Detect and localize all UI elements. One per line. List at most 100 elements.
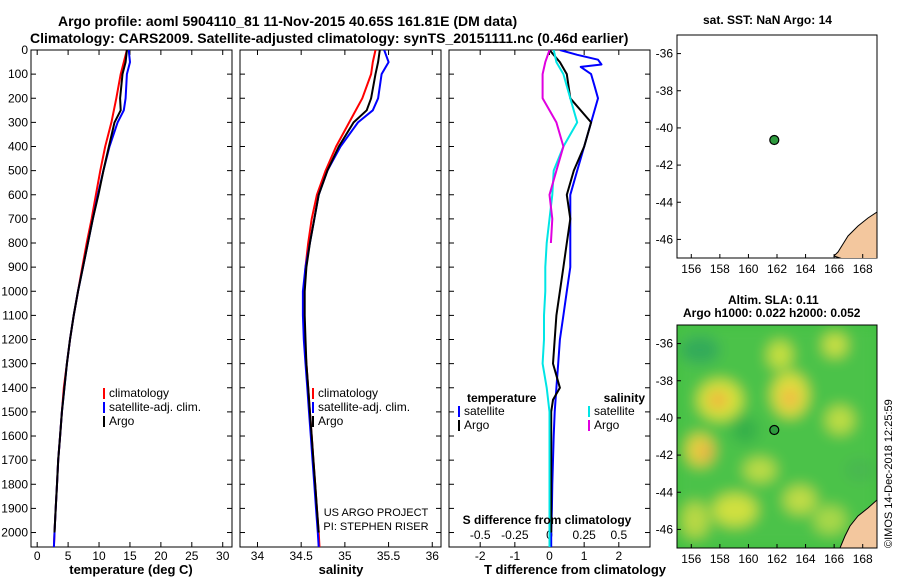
ytick-label-depth: 1700 (1, 453, 28, 467)
ytick-label-depth: 200 (8, 91, 28, 105)
legend-label-temperature-2: Argo (109, 414, 135, 428)
ytick-label-depth: 1300 (1, 357, 28, 371)
ytick-label-depth: 1200 (1, 333, 28, 347)
xtick-label-differences: 2 (615, 549, 622, 563)
title-line-1: Argo profile: aoml 5904110_81 11-Nov-201… (58, 13, 518, 29)
xtick-label-differences: -2 (475, 549, 486, 563)
map-xtick-label-sla_map: 158 (710, 552, 730, 566)
xtick-label-differences: 0 (546, 549, 553, 563)
legend-title-temperature: temperature (467, 391, 537, 405)
map-xtick-label-sst_map: 156 (681, 262, 701, 276)
map-xtick-label-sst_map: 162 (767, 262, 787, 276)
xtick-label-s-difference: 0.25 (572, 528, 596, 542)
xtick-label-salinity: 35.5 (377, 549, 401, 563)
map-xtick-label-sla_map: 160 (738, 552, 758, 566)
ytick-label-depth: 1400 (1, 381, 28, 395)
xtick-label-temperature: 20 (154, 549, 168, 563)
xtick-label-salinity: 34.5 (289, 549, 313, 563)
map-ytick-label-sla_map: -38 (656, 374, 674, 388)
xtick-label-s-difference: -0.5 (470, 528, 491, 542)
sla-land (839, 499, 877, 548)
salinity-panel-frame (239, 49, 442, 548)
sla-map-title-1: Altim. SLA: 0.11 (728, 293, 819, 307)
temperature-series-group (52, 50, 131, 547)
map-xtick-label-sst_map: 160 (738, 262, 758, 276)
legend-label-salinity-2: Argo (318, 414, 344, 428)
ytick-label-depth: 900 (8, 260, 28, 274)
xtick-label-s-difference: -0.25 (501, 528, 529, 542)
temperature-xlabel: temperature (deg C) (69, 562, 193, 577)
xtick-label-salinity: 34 (251, 549, 265, 563)
credit-line-2: PI: STEPHEN RISER (323, 521, 428, 533)
map-xtick-label-sla_map: 168 (853, 552, 873, 566)
map-xtick-label-sla_map: 164 (796, 552, 816, 566)
series-differences-t-satellite (550, 50, 603, 547)
difference-xlabel-top: S difference from climatology (463, 513, 632, 527)
ytick-label-depth: 1500 (1, 405, 28, 419)
float-position-marker-sst_map (769, 134, 780, 146)
map-ytick-label-sst_map: -40 (656, 121, 674, 135)
map-xtick-label-sst_map: 164 (796, 262, 816, 276)
map-ytick-label-sst_map: -38 (656, 84, 674, 98)
ytick-label-depth: 500 (8, 164, 28, 178)
float-position-marker-sla_map (769, 424, 780, 436)
ytick-label-depth: 1600 (1, 429, 28, 443)
ytick-label-depth: 1000 (1, 284, 28, 298)
xtick-label-temperature: 30 (216, 549, 230, 563)
legend-title-salinity: salinity (604, 391, 646, 405)
ytick-label-depth: 0 (21, 43, 28, 57)
difference-xlabel: T difference from climatology (484, 562, 667, 577)
xtick-label-s-difference: 0.5 (610, 528, 627, 542)
map-xtick-label-sla_map: 156 (681, 552, 701, 566)
sst-land (833, 211, 877, 258)
legend-label-temperature-1: Argo (464, 418, 490, 432)
legend-label-salinity-1: Argo (594, 418, 620, 432)
map-ytick-label-sla_map: -44 (656, 485, 674, 499)
xtick-label-salinity: 35 (338, 549, 352, 563)
xtick-label-differences: -1 (510, 549, 521, 563)
xtick-label-temperature: 15 (123, 549, 137, 563)
sla-heatmap (677, 325, 877, 548)
map-ytick-label-sst_map: -42 (656, 158, 674, 172)
title-line-2: Climatology: CARS2009. Satellite-adjuste… (30, 30, 629, 46)
ytick-label-depth: 1900 (1, 501, 28, 515)
map-ytick-label-sst_map: -46 (656, 232, 674, 246)
differences-series-group (541, 50, 603, 547)
sst-map-title: sat. SST: NaN Argo: 14 (703, 13, 832, 27)
series-temperature-argo (53, 50, 128, 533)
salinity-series-group (301, 50, 390, 547)
map-xtick-label-sst_map: 166 (824, 262, 844, 276)
xtick-label-temperature: 5 (65, 549, 72, 563)
series-salinity-argo (303, 50, 381, 533)
xtick-label-temperature: 25 (185, 549, 199, 563)
temperature-panel-frame (30, 49, 233, 548)
legend-label-temperature-1: satellite-adj. clim. (109, 400, 201, 414)
xtick-label-salinity: 36 (426, 549, 440, 563)
ytick-label-depth: 300 (8, 115, 28, 129)
map-ytick-label-sst_map: -36 (656, 47, 674, 61)
map-ytick-label-sla_map: -36 (656, 337, 674, 351)
legend-label-temperature-0: climatology (109, 386, 169, 400)
map-ytick-label-sla_map: -46 (656, 522, 674, 536)
legend-label-temperature-0: satellite (464, 404, 505, 418)
map-xtick-label-sla_map: 166 (824, 552, 844, 566)
series-differences-t-argo (548, 50, 593, 533)
xtick-label-temperature: 0 (34, 549, 41, 563)
map-xtick-label-sst_map: 158 (710, 262, 730, 276)
xtick-label-differences: 1 (581, 549, 588, 563)
ytick-label-depth: 1100 (2, 308, 28, 322)
ytick-label-depth: 2000 (1, 526, 28, 540)
sla-map-title-2: Argo h1000: 0.022 h2000: 0.052 (683, 306, 861, 320)
salinity-xlabel: salinity (319, 562, 365, 577)
legend-label-salinity-0: climatology (318, 386, 378, 400)
ytick-label-depth: 800 (8, 236, 28, 250)
ytick-label-depth: 100 (8, 67, 28, 81)
credit-line-1: US ARGO PROJECT (324, 507, 429, 519)
legend-label-salinity-0: satellite (594, 404, 635, 418)
legend-label-salinity-1: satellite-adj. clim. (318, 400, 410, 414)
map-ytick-label-sla_map: -40 (656, 411, 674, 425)
ytick-label-depth: 400 (8, 140, 28, 154)
map-ytick-label-sla_map: -42 (656, 448, 674, 462)
ytick-label-depth: 600 (8, 188, 28, 202)
